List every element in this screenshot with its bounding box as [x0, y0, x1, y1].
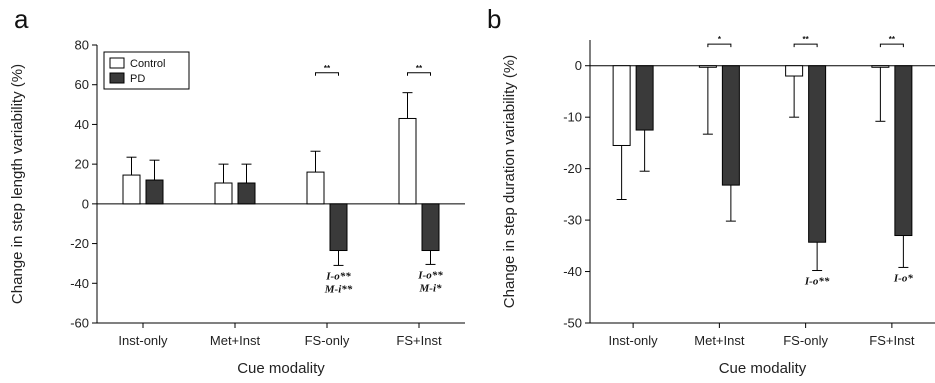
p2-y-axis-label: Change in step duration variability (%)	[501, 55, 518, 308]
p2-control-bar	[785, 65, 804, 77]
p2-control-bar	[698, 65, 717, 68]
p1-y-tick-label: 20	[75, 157, 89, 172]
p2-annotation-text: I-o*	[893, 272, 913, 284]
p1-y-tick-label: 80	[75, 38, 89, 53]
p2-x-axis-label: Cue modality	[719, 360, 807, 377]
p1-x-tick-label: FS-only	[305, 333, 350, 348]
p1-y-tick-label: -20	[70, 236, 89, 251]
p2-control-bar	[871, 65, 890, 68]
p1-significance-label: **	[416, 64, 423, 73]
p2-control-bar	[612, 65, 631, 146]
p2-y-tick-label: -10	[563, 110, 582, 125]
p2-panel-label: b	[487, 4, 501, 34]
p1-panel-label: a	[14, 4, 29, 34]
p1-control-bar	[122, 174, 141, 205]
p2-x-tick-label: FS-only	[783, 333, 828, 348]
p2-pd-bar	[721, 65, 740, 186]
p1-significance-label: **	[324, 64, 331, 73]
p1-annotation-text: I-o**	[325, 270, 351, 282]
p1-y-tick-label: 0	[82, 196, 89, 211]
p2-significance-label: *	[718, 35, 722, 44]
p1-legend-swatch	[109, 72, 125, 84]
p1-x-tick-label: FS+Inst	[396, 333, 442, 348]
p2-x-tick-label: Met+Inst	[694, 333, 745, 348]
p2-pd-bar	[894, 65, 913, 237]
p2-significance-label: **	[803, 35, 810, 44]
p1-x-tick-label: Met+Inst	[210, 333, 261, 348]
p2-y-tick-label: -30	[563, 213, 582, 228]
p2-y-tick-label: -40	[563, 264, 582, 279]
p1-y-tick-label: -40	[70, 276, 89, 291]
p1-y-tick-label: -60	[70, 316, 89, 331]
p1-x-tick-label: Inst-only	[118, 333, 168, 348]
p1-annotation-text: I-o**	[417, 269, 443, 281]
p1-pd-bar	[237, 182, 256, 205]
p1-pd-bar	[145, 179, 164, 205]
p1-control-bar	[214, 182, 233, 205]
p2-y-tick-label: -20	[563, 161, 582, 176]
p1-pd-bar	[329, 203, 348, 252]
p1-legend-label: Control	[130, 58, 165, 70]
p1-control-bar	[398, 117, 417, 205]
p1-x-axis-label: Cue modality	[237, 360, 325, 377]
p2-significance-bracket	[793, 43, 818, 48]
p2-y-tick-label: 0	[575, 58, 582, 73]
p2-y-tick-label: -50	[563, 316, 582, 331]
p2-pd-bar	[808, 65, 827, 243]
p1-legend-swatch	[109, 57, 125, 69]
p1-y-tick-label: 40	[75, 117, 89, 132]
p1-y-axis-label: Change in step length variability (%)	[9, 64, 26, 304]
p1-significance-bracket	[315, 72, 339, 76]
p2-x-tick-label: Inst-only	[609, 333, 659, 348]
p1-y-tick-label: 60	[75, 77, 89, 92]
p1-annotation-text: M-i**	[324, 283, 353, 295]
p2-significance-bracket	[879, 43, 904, 48]
p1-significance-bracket	[407, 72, 431, 76]
p1-pd-bar	[421, 203, 440, 252]
p2-pd-bar	[635, 65, 654, 131]
p2-significance-bracket	[707, 43, 732, 48]
p1-control-bar	[306, 171, 325, 205]
p1-annotation-text: M-i*	[419, 282, 443, 294]
p2-significance-label: **	[889, 35, 896, 44]
p1-legend-label: PD	[130, 73, 145, 85]
p2-annotation-text: I-o**	[804, 276, 830, 288]
p2-x-tick-label: FS+Inst	[869, 333, 915, 348]
